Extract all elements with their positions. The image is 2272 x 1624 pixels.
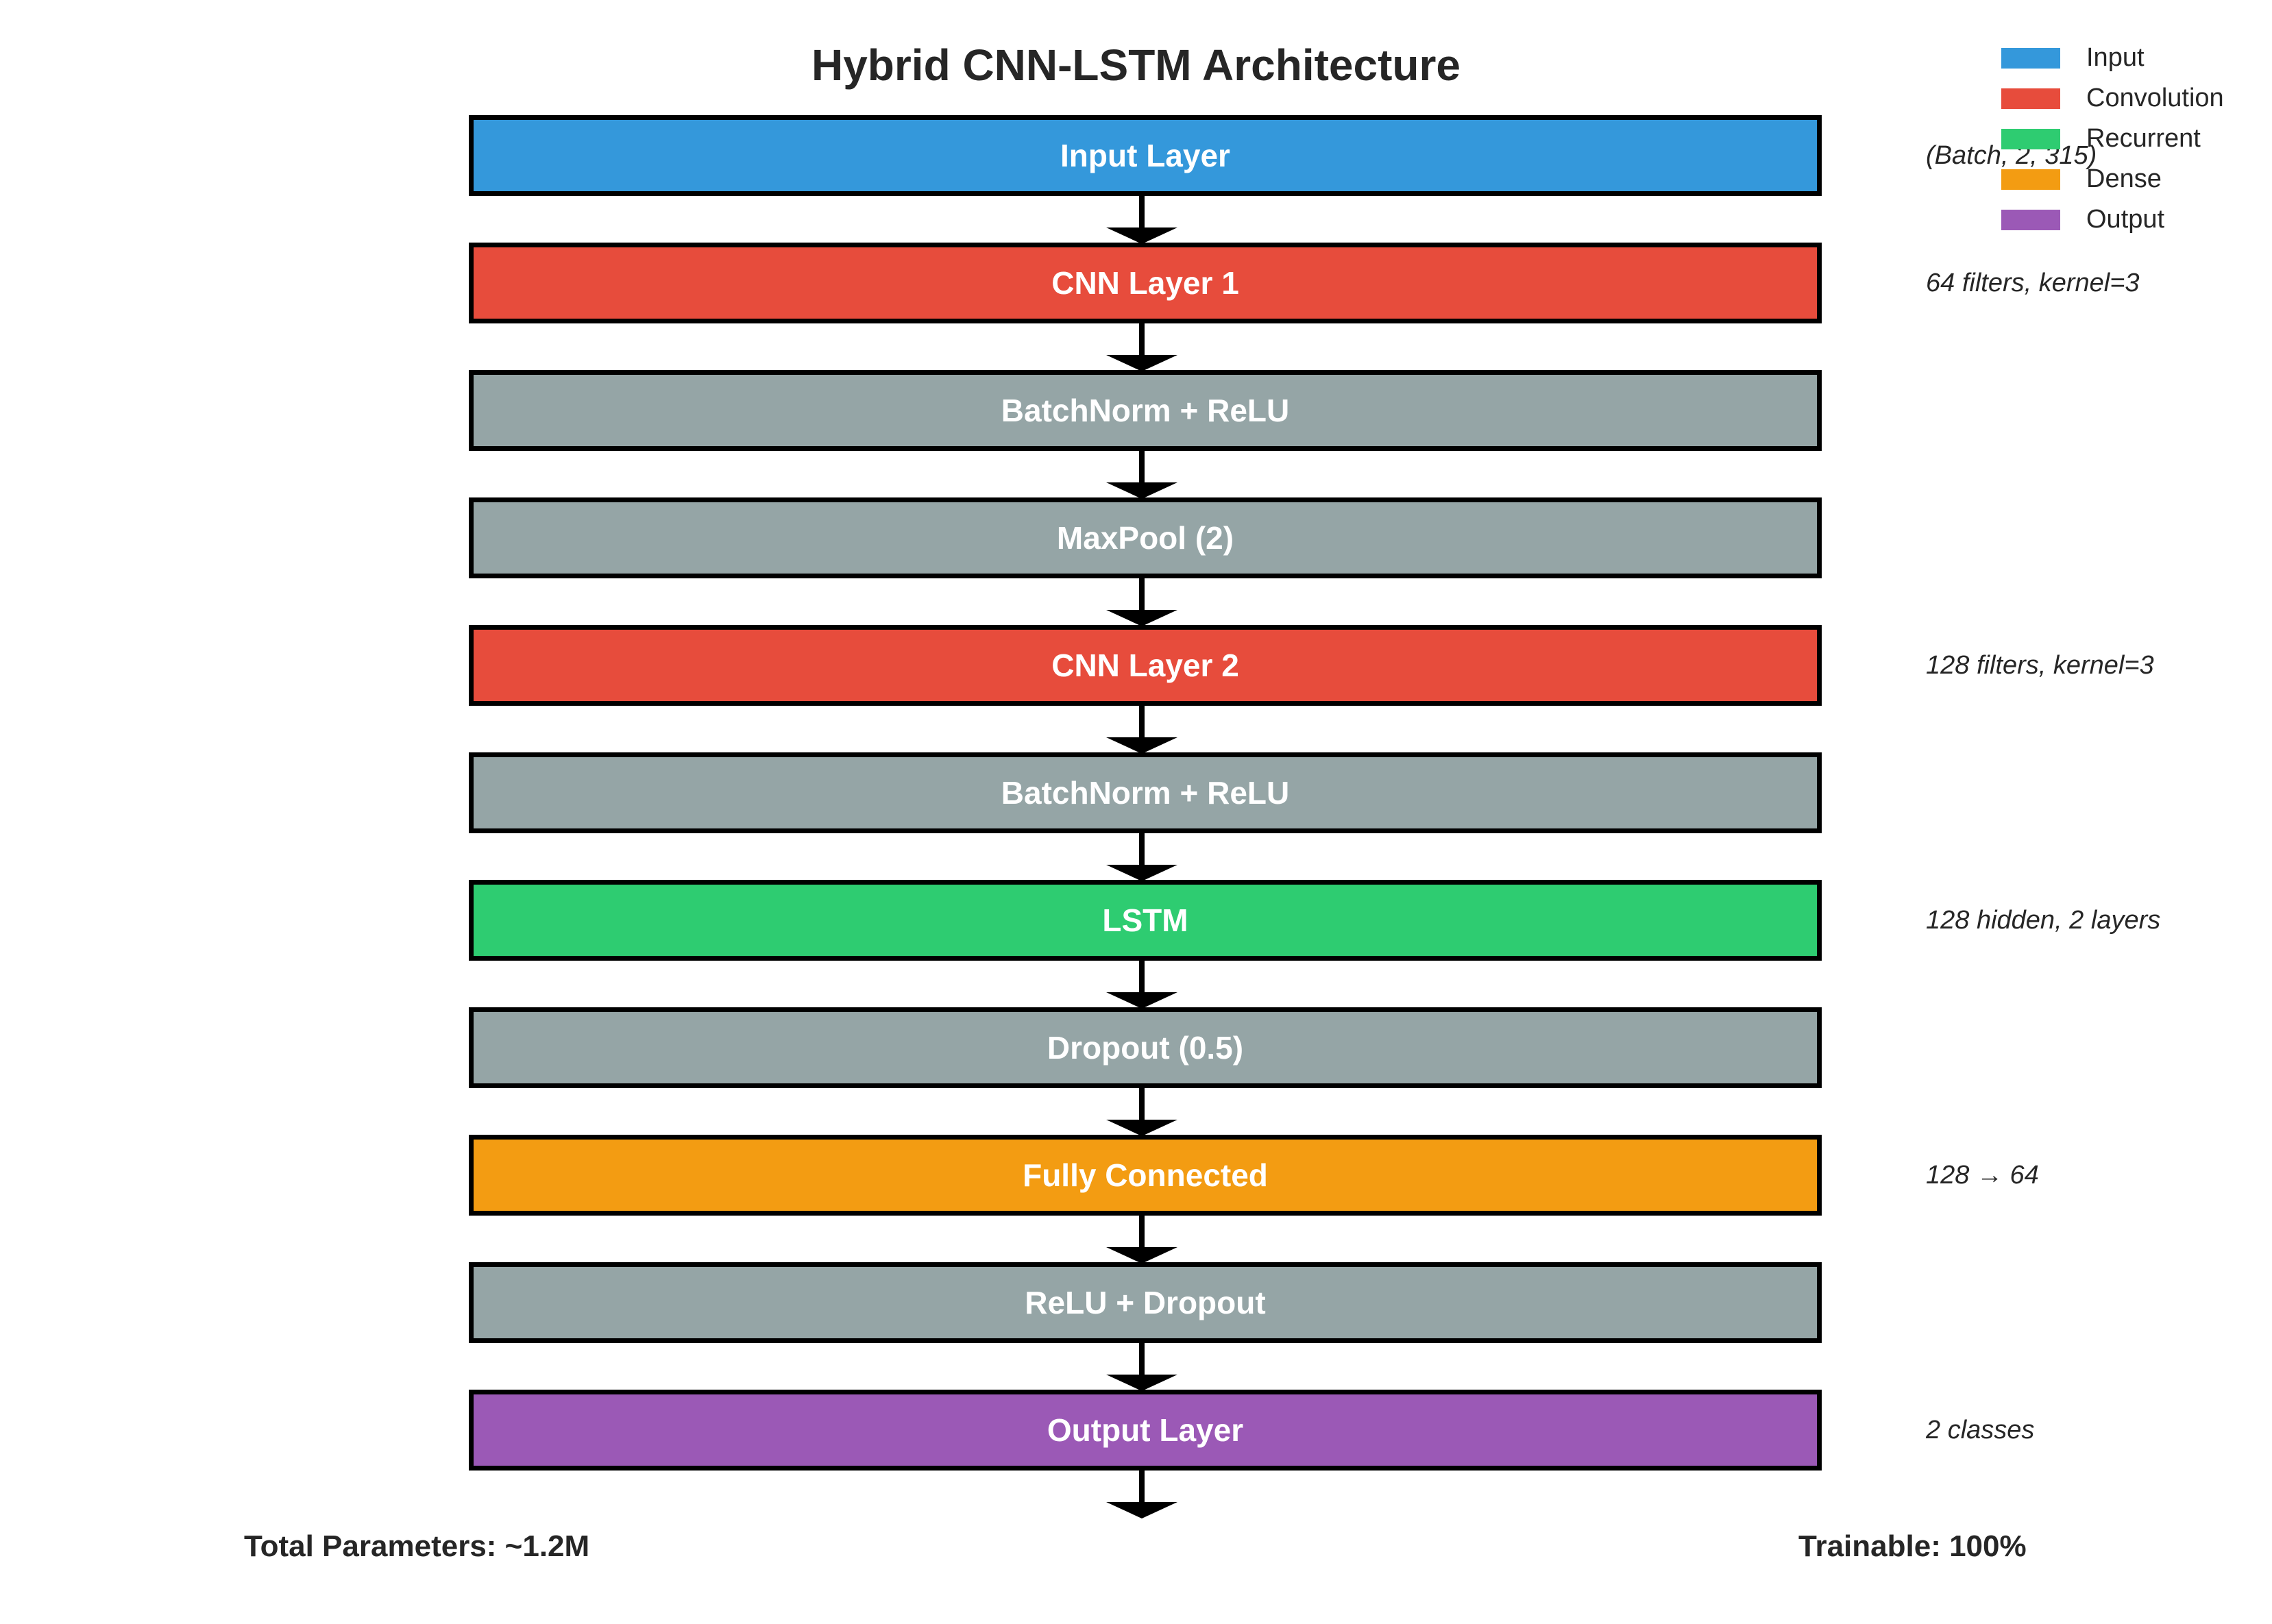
flow-arrow bbox=[1106, 706, 1177, 754]
flow-arrow bbox=[1106, 1216, 1177, 1264]
layer-box: MaxPool (2) bbox=[469, 497, 1822, 578]
layer-label: Dropout (0.5) bbox=[1047, 1030, 1244, 1066]
flow-arrow bbox=[1106, 451, 1177, 499]
legend-label: Recurrent bbox=[2086, 124, 2201, 153]
layer-label: BatchNorm + ReLU bbox=[1001, 393, 1290, 428]
flow-arrow bbox=[1106, 578, 1177, 626]
layer-note: 128 hidden, 2 layers bbox=[1926, 906, 2161, 935]
flow-arrow bbox=[1106, 1471, 1177, 1518]
flow-arrow bbox=[1106, 961, 1177, 1009]
trainable-label: Trainable: 100% bbox=[1798, 1529, 2027, 1563]
layer-label: ReLU + Dropout bbox=[1025, 1285, 1266, 1320]
legend-label: Output bbox=[2086, 205, 2165, 234]
layer-label: LSTM bbox=[1102, 902, 1188, 938]
legend-swatch bbox=[2001, 169, 2060, 190]
layer-box: Input Layer bbox=[469, 115, 1822, 196]
diagram-title: Hybrid CNN-LSTM Architecture bbox=[811, 40, 1461, 90]
layer-label: CNN Layer 1 bbox=[1051, 265, 1239, 301]
layer-box: LSTM bbox=[469, 880, 1822, 961]
layer-label: Input Layer bbox=[1060, 138, 1230, 173]
legend-item: Dense bbox=[2001, 165, 2272, 193]
legend-swatch bbox=[2001, 210, 2060, 230]
layer-box: Dropout (0.5) bbox=[469, 1007, 1822, 1088]
legend-label: Dense bbox=[2086, 164, 2162, 193]
legend-item: Convolution bbox=[2001, 84, 2272, 112]
layer-box: CNN Layer 1 bbox=[469, 243, 1822, 323]
flow-arrow bbox=[1106, 1088, 1177, 1136]
flow-arrow bbox=[1106, 833, 1177, 881]
legend-swatch bbox=[2001, 129, 2060, 149]
layer-note: 64 filters, kernel=3 bbox=[1926, 269, 2140, 297]
layer-note: 128 filters, kernel=3 bbox=[1926, 651, 2154, 680]
layer-note: 2 classes bbox=[1926, 1416, 2035, 1444]
layer-box: ReLU + Dropout bbox=[469, 1262, 1822, 1343]
flow-arrow bbox=[1106, 196, 1177, 244]
flow-arrow bbox=[1106, 1343, 1177, 1391]
layer-label: BatchNorm + ReLU bbox=[1001, 775, 1290, 811]
layer-label: MaxPool (2) bbox=[1056, 520, 1234, 556]
layer-label: Fully Connected bbox=[1023, 1157, 1268, 1193]
legend-item: Recurrent bbox=[2001, 125, 2272, 152]
layer-box: BatchNorm + ReLU bbox=[469, 752, 1822, 833]
layer-box: Output Layer bbox=[469, 1390, 1822, 1471]
legend-item: Input bbox=[2001, 44, 2272, 71]
layer-note: 128 → 64 bbox=[1926, 1161, 2039, 1190]
legend-item: Output bbox=[2001, 206, 2272, 233]
legend-label: Convolution bbox=[2086, 84, 2224, 112]
total-parameters-label: Total Parameters: ~1.2M bbox=[244, 1529, 590, 1563]
layer-label: CNN Layer 2 bbox=[1051, 648, 1239, 683]
layer-box: Fully Connected bbox=[469, 1135, 1822, 1216]
legend-swatch bbox=[2001, 88, 2060, 109]
legend-label: Input bbox=[2086, 43, 2145, 72]
flow-arrow bbox=[1106, 323, 1177, 371]
layer-box: BatchNorm + ReLU bbox=[469, 370, 1822, 451]
layer-label: Output Layer bbox=[1047, 1412, 1244, 1448]
layer-box: CNN Layer 2 bbox=[469, 625, 1822, 706]
legend-swatch bbox=[2001, 48, 2060, 69]
